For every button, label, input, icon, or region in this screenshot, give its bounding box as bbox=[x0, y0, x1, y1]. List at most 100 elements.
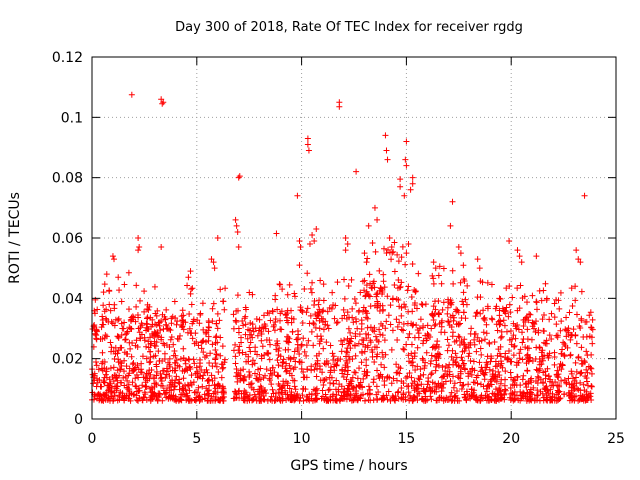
data-point bbox=[396, 370, 403, 377]
data-point bbox=[216, 317, 223, 324]
data-point bbox=[129, 313, 136, 320]
data-point bbox=[296, 238, 303, 245]
data-point bbox=[99, 313, 106, 320]
data-point bbox=[121, 393, 128, 400]
data-point bbox=[103, 333, 110, 340]
data-point bbox=[279, 395, 286, 402]
data-point bbox=[533, 253, 540, 260]
data-point bbox=[167, 327, 174, 334]
data-point bbox=[249, 334, 256, 341]
data-point bbox=[195, 394, 202, 401]
data-point bbox=[253, 316, 260, 323]
data-point bbox=[504, 355, 511, 362]
data-point bbox=[457, 279, 464, 286]
data-point bbox=[544, 386, 551, 393]
data-point bbox=[213, 351, 220, 358]
data-point bbox=[157, 370, 164, 377]
data-point bbox=[211, 381, 218, 388]
data-point bbox=[578, 344, 585, 351]
data-point bbox=[192, 330, 199, 337]
data-point bbox=[527, 395, 534, 402]
data-point bbox=[304, 135, 311, 142]
data-point bbox=[489, 390, 496, 397]
data-point bbox=[403, 162, 410, 169]
data-point bbox=[177, 356, 184, 363]
data-point bbox=[468, 386, 475, 393]
data-point bbox=[457, 320, 464, 327]
data-point bbox=[353, 318, 360, 325]
data-point bbox=[542, 340, 549, 347]
data-point bbox=[204, 369, 211, 376]
y-tick-label: 0.08 bbox=[52, 171, 83, 187]
data-point bbox=[371, 204, 378, 211]
data-point bbox=[497, 353, 504, 360]
data-point bbox=[219, 383, 226, 390]
data-point bbox=[578, 369, 585, 376]
data-point bbox=[414, 344, 421, 351]
data-point bbox=[306, 320, 313, 327]
data-point bbox=[425, 378, 432, 385]
data-point bbox=[212, 397, 219, 404]
data-point bbox=[507, 358, 514, 365]
data-point bbox=[274, 306, 281, 313]
data-point bbox=[541, 312, 548, 319]
data-point bbox=[342, 362, 349, 369]
data-point bbox=[440, 397, 447, 404]
data-point bbox=[385, 388, 392, 395]
data-point bbox=[460, 262, 467, 269]
data-point bbox=[156, 357, 163, 364]
data-point bbox=[109, 253, 116, 260]
data-point bbox=[190, 356, 197, 363]
data-point bbox=[512, 377, 519, 384]
data-point bbox=[275, 362, 282, 369]
data-point bbox=[364, 255, 371, 262]
data-point bbox=[572, 393, 579, 400]
data-point bbox=[153, 361, 160, 368]
data-point bbox=[444, 364, 451, 371]
data-point bbox=[345, 325, 352, 332]
data-point bbox=[233, 308, 240, 315]
data-point bbox=[170, 352, 177, 359]
data-point bbox=[429, 272, 436, 279]
data-point bbox=[474, 380, 481, 387]
data-point bbox=[576, 396, 583, 403]
data-point bbox=[179, 307, 186, 314]
data-point bbox=[320, 307, 327, 314]
data-point bbox=[147, 358, 154, 365]
data-point bbox=[260, 312, 267, 319]
x-tick-label: 25 bbox=[607, 431, 625, 447]
data-point bbox=[319, 308, 326, 315]
data-point bbox=[110, 364, 117, 371]
data-point bbox=[365, 396, 372, 403]
data-point bbox=[457, 379, 464, 386]
data-point bbox=[100, 302, 107, 309]
data-point bbox=[263, 366, 270, 373]
data-point bbox=[247, 320, 254, 327]
data-point bbox=[459, 357, 466, 364]
data-point bbox=[133, 371, 140, 378]
data-point bbox=[269, 371, 276, 378]
data-point bbox=[525, 345, 532, 352]
data-point bbox=[460, 309, 467, 316]
data-point bbox=[458, 354, 465, 361]
data-point bbox=[371, 328, 378, 335]
data-point bbox=[584, 394, 591, 401]
data-point bbox=[539, 357, 546, 364]
data-point bbox=[275, 352, 282, 359]
data-point bbox=[472, 313, 479, 320]
data-point bbox=[141, 334, 148, 341]
data-point bbox=[325, 387, 332, 394]
data-point bbox=[311, 238, 318, 245]
data-point bbox=[90, 323, 97, 330]
data-point bbox=[154, 396, 161, 403]
data-point bbox=[567, 336, 574, 343]
data-point bbox=[235, 347, 242, 354]
data-point bbox=[176, 380, 183, 387]
data-point bbox=[480, 395, 487, 402]
data-point bbox=[195, 384, 202, 391]
data-point bbox=[296, 359, 303, 366]
data-point bbox=[128, 316, 135, 323]
data-point bbox=[381, 364, 388, 371]
data-point bbox=[407, 186, 414, 193]
data-point bbox=[575, 397, 582, 404]
